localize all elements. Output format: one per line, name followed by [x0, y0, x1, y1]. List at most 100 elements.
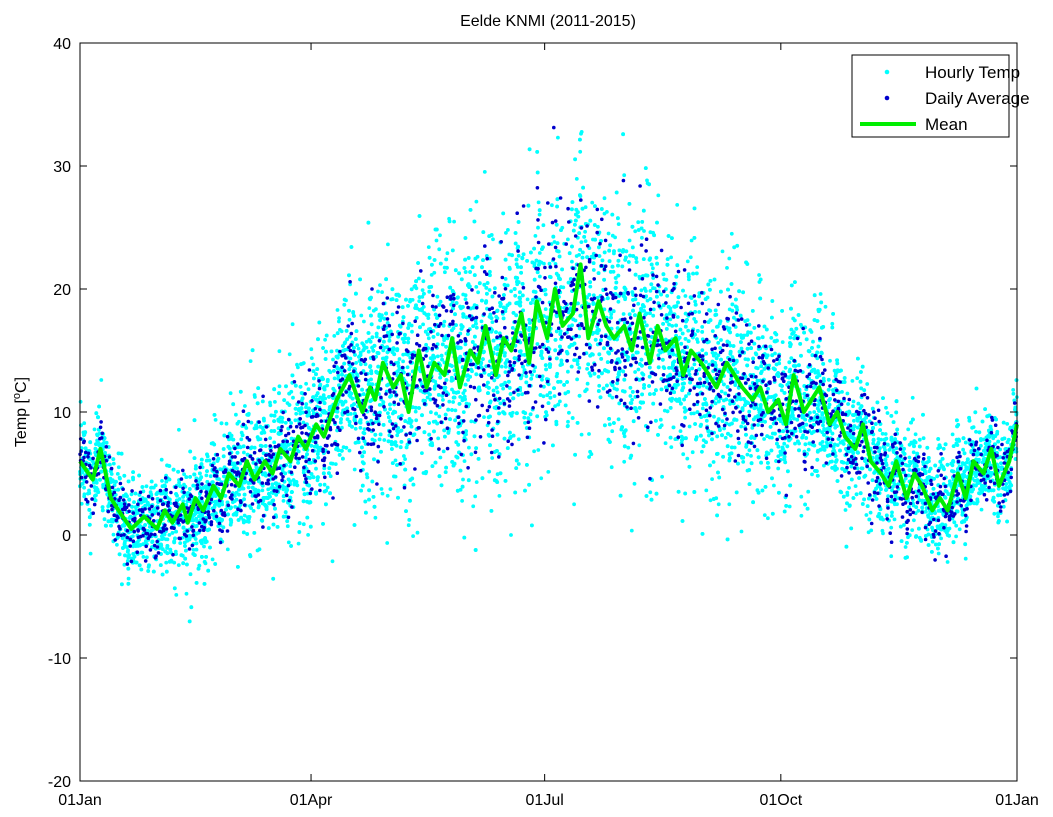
hourly-point	[883, 432, 888, 436]
hourly-point	[329, 461, 333, 466]
hourly-point	[463, 297, 468, 302]
hourly-point	[866, 530, 871, 535]
hourly-point	[516, 437, 521, 442]
hourly-point	[277, 384, 282, 389]
hourly-point	[717, 321, 722, 326]
hourly-point	[281, 487, 286, 492]
hourly-point	[890, 510, 894, 515]
hourly-point	[386, 242, 390, 247]
hourly-point	[747, 409, 752, 414]
hourly-point	[290, 322, 295, 327]
hourly-point	[697, 310, 702, 314]
hourly-point	[283, 420, 288, 425]
hourly-point	[622, 434, 627, 439]
hourly-point	[675, 203, 680, 207]
hourly-point	[930, 539, 935, 544]
hourly-point	[530, 373, 534, 377]
hourly-point	[824, 440, 829, 445]
hourly-point	[301, 522, 306, 527]
hourly-point	[234, 412, 238, 417]
hourly-point	[773, 351, 777, 356]
hourly-point	[700, 406, 705, 411]
hourly-point	[289, 421, 293, 425]
hourly-point	[438, 455, 443, 460]
hourly-point	[572, 358, 576, 362]
hourly-point	[678, 429, 683, 433]
hourly-point	[378, 283, 382, 287]
hourly-point	[541, 223, 546, 228]
hourly-point	[309, 356, 314, 360]
hourly-point	[917, 437, 922, 442]
hourly-point	[729, 377, 733, 381]
hourly-point	[473, 494, 478, 499]
hourly-point	[160, 491, 165, 496]
hourly-point	[670, 324, 675, 328]
hourly-point	[463, 342, 468, 347]
hourly-point	[498, 401, 503, 406]
hourly-point	[575, 377, 579, 382]
hourly-point	[739, 529, 744, 534]
hourly-point	[495, 472, 500, 477]
hourly-point	[1005, 422, 1010, 426]
hourly-point	[377, 403, 382, 407]
hourly-point	[273, 400, 277, 404]
hourly-point	[808, 410, 812, 415]
hourly-point	[311, 383, 316, 388]
hourly-point	[910, 395, 915, 400]
hourly-point	[668, 317, 673, 322]
hourly-point	[366, 349, 371, 354]
hourly-point	[687, 424, 692, 429]
hourly-point	[688, 255, 693, 260]
hourly-point	[710, 329, 715, 333]
hourly-point	[689, 411, 694, 416]
hourly-point	[82, 421, 87, 426]
hourly-point	[880, 431, 885, 436]
hourly-point	[540, 374, 545, 379]
hourly-point	[979, 443, 983, 448]
hourly-point	[144, 484, 149, 489]
hourly-point	[285, 524, 290, 529]
hourly-point	[566, 237, 570, 242]
hourly-point	[579, 432, 584, 437]
hourly-point	[395, 433, 400, 438]
hourly-point	[379, 487, 384, 491]
hourly-point	[739, 424, 744, 429]
hourly-point	[540, 377, 544, 382]
hourly-point	[727, 502, 732, 507]
hourly-point	[291, 395, 295, 400]
hourly-point	[417, 299, 422, 303]
hourly-point	[852, 418, 856, 423]
hourly-point	[362, 319, 366, 324]
hourly-point	[420, 288, 425, 292]
hourly-point	[415, 530, 420, 535]
hourly-point	[335, 348, 339, 353]
hourly-point	[490, 456, 495, 460]
hourly-point	[202, 544, 206, 549]
hourly-point	[631, 254, 635, 258]
hourly-point	[632, 481, 637, 486]
hourly-point	[1001, 504, 1006, 509]
hourly-point	[903, 545, 908, 549]
hourly-point	[413, 409, 418, 414]
hourly-point	[301, 487, 306, 492]
hourly-point	[707, 433, 711, 438]
hourly-point	[386, 411, 390, 415]
hourly-point	[268, 403, 273, 408]
hourly-point	[359, 313, 364, 318]
hourly-point	[351, 310, 356, 314]
hourly-point	[513, 293, 518, 298]
hourly-point	[350, 396, 355, 401]
hourly-point	[239, 437, 244, 442]
hourly-point	[82, 485, 86, 490]
hourly-point	[182, 472, 187, 477]
hourly-point	[727, 256, 732, 261]
hourly-point	[482, 415, 486, 419]
hourly-point	[762, 513, 767, 517]
hourly-point	[596, 374, 601, 379]
hourly-point	[374, 354, 378, 359]
hourly-point	[336, 373, 341, 378]
hourly-point	[747, 448, 752, 453]
hourly-point	[921, 436, 926, 441]
hourly-point	[126, 576, 131, 581]
hourly-point	[943, 523, 948, 527]
